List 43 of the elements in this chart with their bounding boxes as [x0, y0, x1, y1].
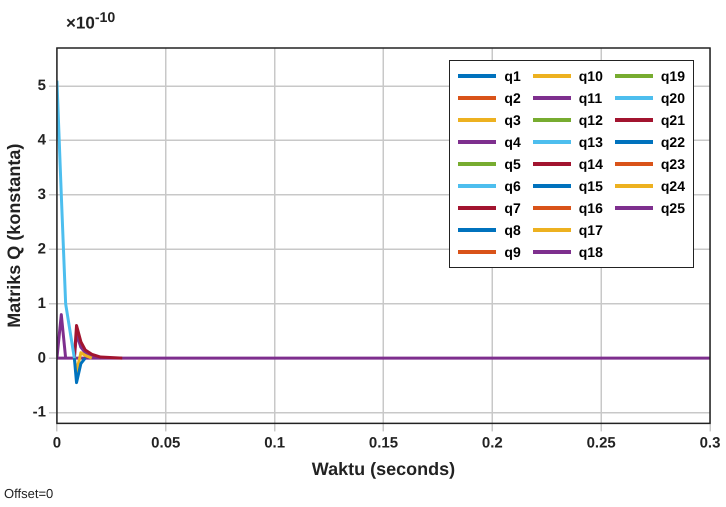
legend-label: q17 [578, 222, 603, 238]
y-tick-label: 4 [38, 132, 47, 149]
legend-label: q15 [578, 178, 603, 194]
legend-label: q21 [660, 112, 685, 128]
y-tick-label: 1 [38, 294, 46, 312]
x-tick-label: 0.25 [586, 434, 616, 452]
legend-label: q22 [660, 134, 685, 150]
text: ×10$^{-10}$ [66, 10, 116, 34]
legend-label: q19 [660, 68, 685, 84]
y-tick-label: 3 [38, 186, 46, 204]
y-tick-label: -1 [32, 404, 46, 421]
x-tick-label: 0.3 [700, 434, 720, 452]
x-tick-label: 0 [52, 434, 62, 452]
legend-label: q6 [504, 178, 521, 194]
y-tick-label: 0 [38, 349, 46, 366]
legend-label: q7 [504, 200, 521, 216]
legend-label: q5 [504, 156, 521, 172]
x-tick-label: 0.1 [264, 434, 286, 452]
text: Offset=0 [4, 486, 54, 501]
x-axis-title: Waktu (seconds) [312, 459, 456, 480]
legend-label: q24 [660, 178, 685, 194]
legend-label: q13 [578, 134, 603, 150]
legend-label: q18 [578, 244, 603, 260]
legend-label: q10 [578, 68, 603, 84]
legend-label: q11 [578, 90, 602, 106]
legend-label: q8 [504, 222, 521, 238]
x-tick-label: 0.15 [368, 434, 398, 452]
legend-label: q14 [578, 156, 603, 172]
legend-label: q20 [660, 90, 685, 106]
x-tick-label: 0.05 [151, 434, 180, 452]
y-tick-label: 2 [38, 240, 46, 258]
x-tick-label: 0.2 [482, 434, 503, 452]
y-tick-label: 5 [38, 77, 46, 94]
legend-label: q9 [504, 244, 521, 260]
legend-label: q25 [660, 200, 685, 216]
legend-label: q23 [660, 156, 685, 172]
legend-label: q3 [504, 112, 521, 128]
legend-label: q1 [504, 68, 521, 84]
y-axis-title: Matriks Q (konstanta) [4, 144, 24, 328]
legend-label: q16 [578, 200, 603, 216]
legend-label: q12 [578, 112, 603, 128]
legend-label: q2 [504, 90, 521, 106]
legend-label: q4 [504, 134, 521, 150]
